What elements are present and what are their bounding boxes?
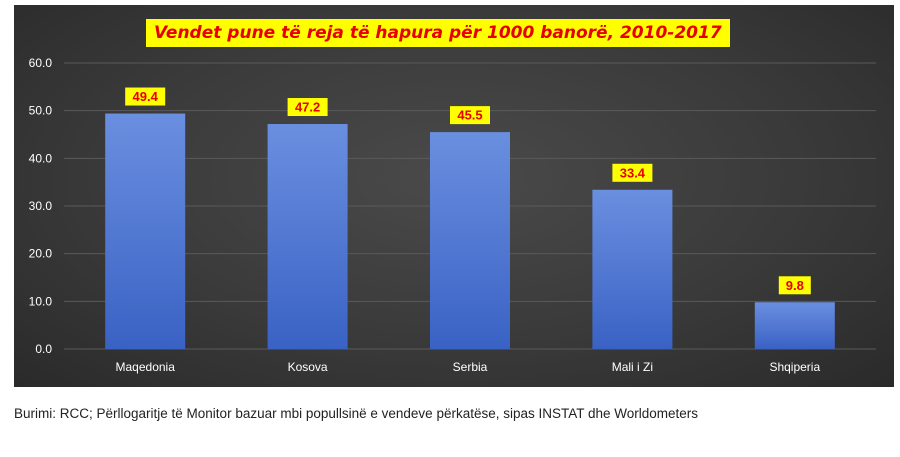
- y-tick-label: 50.0: [29, 104, 53, 118]
- data-label-box: [612, 163, 653, 182]
- data-label-box: [287, 98, 328, 117]
- y-tick-label: 20.0: [29, 247, 53, 261]
- bar-serbia: [430, 132, 510, 349]
- data-label-text: 45.5: [457, 108, 482, 123]
- bar-shqiperia: [754, 302, 835, 349]
- chart-title: Vendet pune të reja të hapura për 1000 b…: [146, 19, 730, 47]
- data-label: 9.8: [778, 276, 811, 295]
- data-label-box: [450, 106, 490, 125]
- data-label-box: [778, 276, 811, 295]
- data-label: 47.2: [287, 98, 328, 117]
- bar-kosova: [267, 124, 348, 349]
- data-label: 45.5: [450, 106, 490, 125]
- data-label-box: [125, 87, 166, 106]
- data-label-text: 33.4: [620, 165, 646, 180]
- bar-chart: 0.0 10.0 20.0 30.0 40.0 50.0 60.0 Maqedonia Kos…: [29, 56, 876, 374]
- x-tick-label: Serbia: [453, 360, 488, 374]
- x-tick-label: Shqiperia: [769, 360, 820, 374]
- y-tick-label: 0.0: [35, 342, 52, 356]
- x-tick-label: Maqedonia: [116, 360, 176, 374]
- data-label-text: 49.4: [133, 89, 159, 104]
- data-label: 33.4: [612, 163, 653, 182]
- data-label-text: 47.2: [295, 100, 320, 115]
- x-tick-label: Kosova: [288, 360, 328, 374]
- x-tick-label: Mali i Zi: [612, 360, 653, 374]
- chart-panel: 0.0 10.0 20.0 30.0 40.0 50.0 60.0 Maqedonia Kos…: [14, 5, 894, 387]
- data-label-text: 9.8: [786, 278, 804, 293]
- bar-maqedonia: [105, 113, 186, 349]
- bar-mali-i-zi: [592, 189, 673, 349]
- y-tick-label: 40.0: [29, 151, 53, 165]
- y-tick-label: 10.0: [29, 294, 53, 308]
- data-label: 49.4: [125, 87, 166, 106]
- y-tick-label: 30.0: [29, 199, 53, 213]
- y-tick-label: 60.0: [29, 56, 53, 70]
- source-note: Burimi: RCC; Përllogaritje të Monitor ba…: [14, 406, 699, 421]
